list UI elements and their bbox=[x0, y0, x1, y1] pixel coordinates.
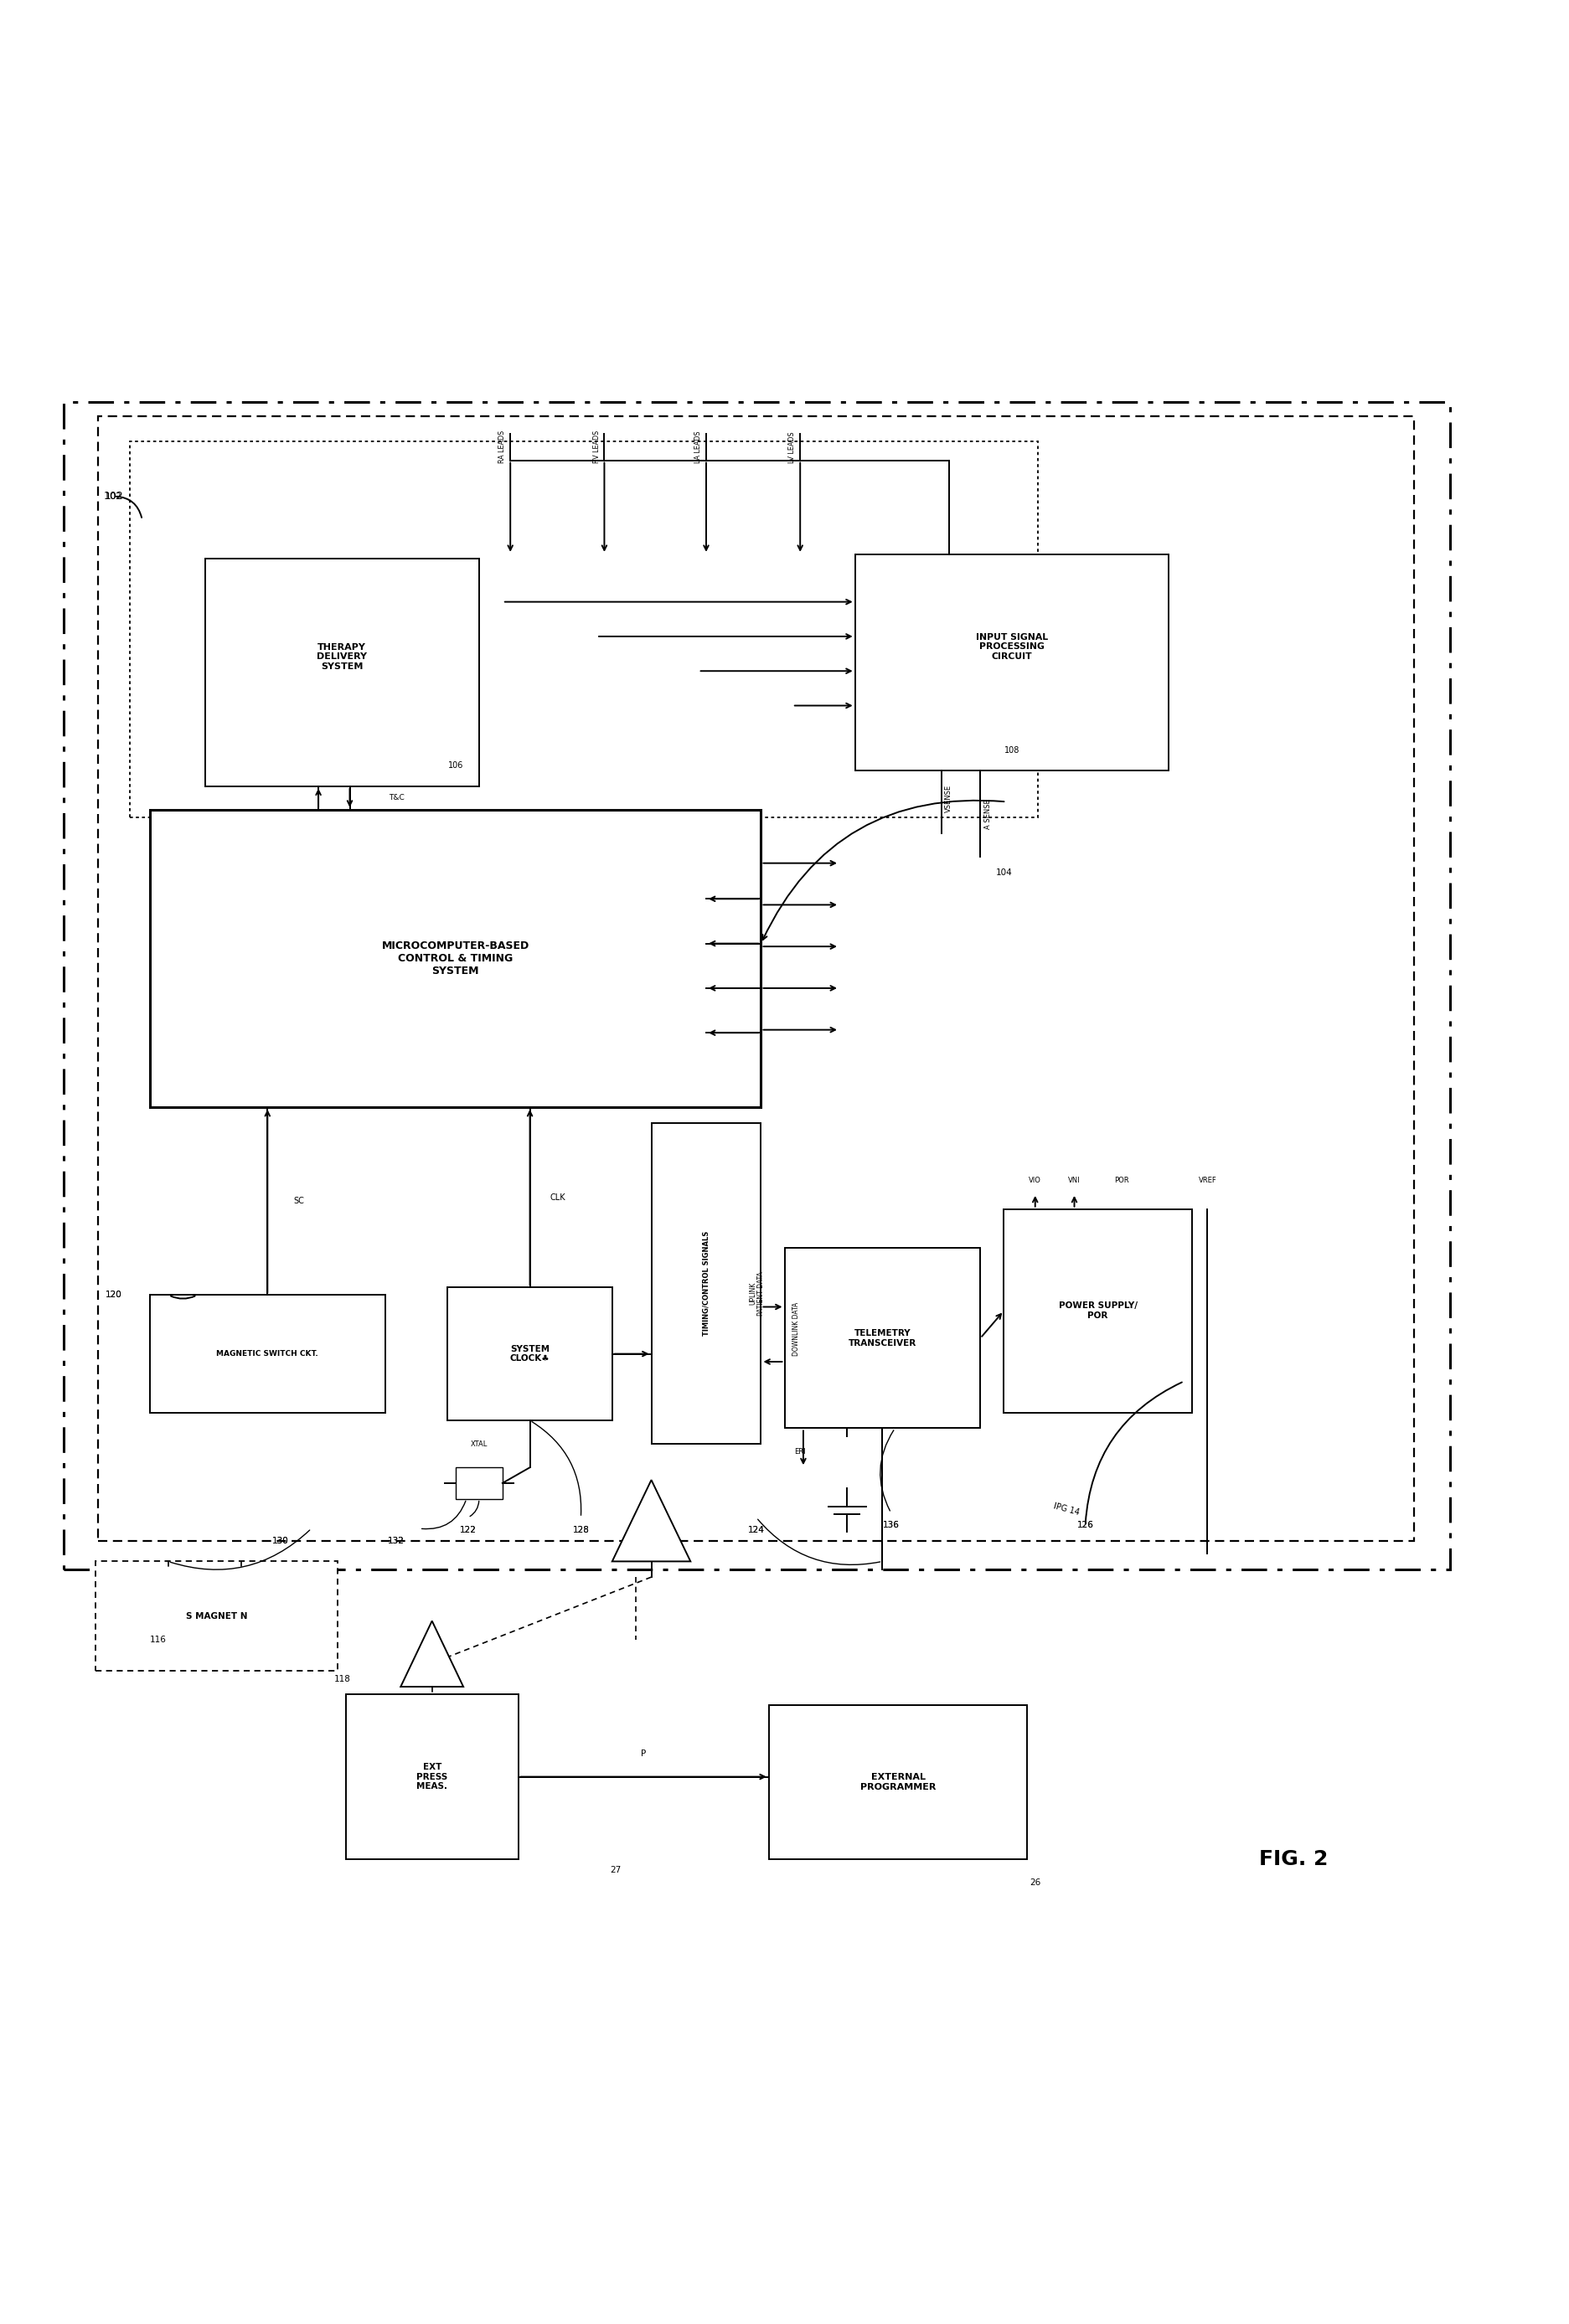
Text: 126: 126 bbox=[1076, 1522, 1094, 1529]
Text: MAGNETIC SWITCH CKT.: MAGNETIC SWITCH CKT. bbox=[217, 1350, 319, 1357]
Text: CLK: CLK bbox=[551, 1192, 566, 1202]
Text: 102: 102 bbox=[104, 490, 124, 502]
Text: 132: 132 bbox=[388, 1536, 405, 1545]
Text: 136: 136 bbox=[883, 1522, 899, 1529]
Text: 128: 128 bbox=[573, 1527, 588, 1534]
Bar bbox=[151, 1294, 384, 1413]
Text: EXTERNAL
PROGRAMMER: EXTERNAL PROGRAMMER bbox=[860, 1773, 937, 1792]
Bar bbox=[64, 402, 1450, 1569]
Bar bbox=[206, 560, 479, 786]
Text: ERI: ERI bbox=[794, 1448, 806, 1455]
Text: 130: 130 bbox=[271, 1536, 289, 1545]
Bar bbox=[447, 1287, 612, 1420]
Bar bbox=[151, 809, 761, 1106]
Text: 26: 26 bbox=[1029, 1878, 1040, 1887]
Text: 132: 132 bbox=[388, 1536, 405, 1545]
Text: 106: 106 bbox=[447, 762, 463, 769]
Text: XTAL: XTAL bbox=[471, 1441, 488, 1448]
Text: RA LEADS: RA LEADS bbox=[499, 430, 507, 462]
Text: FIG. 2: FIG. 2 bbox=[1260, 1850, 1329, 1868]
Polygon shape bbox=[400, 1620, 463, 1687]
Text: UPLINK
PATIENT DATA: UPLINK PATIENT DATA bbox=[748, 1271, 766, 1315]
Text: RV LEADS: RV LEADS bbox=[593, 430, 601, 462]
Text: T&C: T&C bbox=[389, 795, 405, 802]
Text: 136: 136 bbox=[883, 1522, 899, 1529]
Text: THERAPY
DELIVERY
SYSTEM: THERAPY DELIVERY SYSTEM bbox=[317, 644, 367, 672]
Text: TELEMETRY
TRANSCEIVER: TELEMETRY TRANSCEIVER bbox=[849, 1329, 916, 1348]
Text: P: P bbox=[640, 1750, 646, 1757]
Bar bbox=[345, 1694, 518, 1859]
Text: VNI: VNI bbox=[1068, 1176, 1081, 1185]
Text: EXT
PRESS
MEAS.: EXT PRESS MEAS. bbox=[416, 1764, 447, 1792]
Bar bbox=[855, 555, 1169, 772]
Text: 27: 27 bbox=[610, 1866, 621, 1873]
Text: 108: 108 bbox=[1004, 746, 1020, 755]
Bar bbox=[784, 1248, 981, 1429]
Text: 120: 120 bbox=[105, 1290, 122, 1299]
Text: 124: 124 bbox=[748, 1527, 764, 1534]
Text: LA LEADS: LA LEADS bbox=[695, 430, 701, 462]
Bar bbox=[99, 416, 1414, 1541]
Text: 122: 122 bbox=[460, 1527, 477, 1534]
Text: LV LEADS: LV LEADS bbox=[789, 432, 795, 462]
Text: 130: 130 bbox=[271, 1536, 289, 1545]
Text: DOWNLINK DATA: DOWNLINK DATA bbox=[792, 1301, 800, 1357]
Text: TIMING/CONTROL SIGNALS: TIMING/CONTROL SIGNALS bbox=[703, 1232, 709, 1336]
Text: S MAGNET N: S MAGNET N bbox=[185, 1613, 248, 1620]
Text: 128: 128 bbox=[573, 1527, 588, 1534]
Bar bbox=[455, 1466, 502, 1499]
Text: VREF: VREF bbox=[1199, 1176, 1216, 1185]
Bar bbox=[1004, 1208, 1192, 1413]
Text: SC: SC bbox=[293, 1197, 304, 1206]
Text: VIO: VIO bbox=[1029, 1176, 1042, 1185]
Polygon shape bbox=[612, 1480, 690, 1562]
Bar bbox=[651, 1122, 761, 1443]
Text: 126: 126 bbox=[1076, 1522, 1094, 1529]
Bar bbox=[130, 442, 1039, 818]
Text: 104: 104 bbox=[996, 869, 1012, 876]
Text: IPG 14: IPG 14 bbox=[1053, 1501, 1081, 1518]
Text: 116: 116 bbox=[149, 1636, 166, 1643]
Bar bbox=[96, 1562, 337, 1671]
Text: 120: 120 bbox=[105, 1290, 122, 1299]
Text: INPUT SIGNAL
PROCESSING
CIRCUIT: INPUT SIGNAL PROCESSING CIRCUIT bbox=[976, 632, 1048, 660]
Text: SYSTEM
CLOCK♣: SYSTEM CLOCK♣ bbox=[510, 1346, 549, 1362]
Text: 102: 102 bbox=[105, 493, 122, 500]
Text: POWER SUPPLY/
POR: POWER SUPPLY/ POR bbox=[1059, 1301, 1138, 1320]
Bar bbox=[769, 1706, 1028, 1859]
Text: VSENSE: VSENSE bbox=[945, 786, 952, 813]
Text: 124: 124 bbox=[748, 1527, 764, 1534]
Text: POR: POR bbox=[1114, 1176, 1128, 1185]
Text: A SENSE: A SENSE bbox=[984, 799, 992, 830]
Text: 118: 118 bbox=[334, 1676, 351, 1683]
Text: MICROCOMPUTER-BASED
CONTROL & TIMING
SYSTEM: MICROCOMPUTER-BASED CONTROL & TIMING SYS… bbox=[381, 941, 529, 976]
Text: 122: 122 bbox=[460, 1527, 477, 1534]
